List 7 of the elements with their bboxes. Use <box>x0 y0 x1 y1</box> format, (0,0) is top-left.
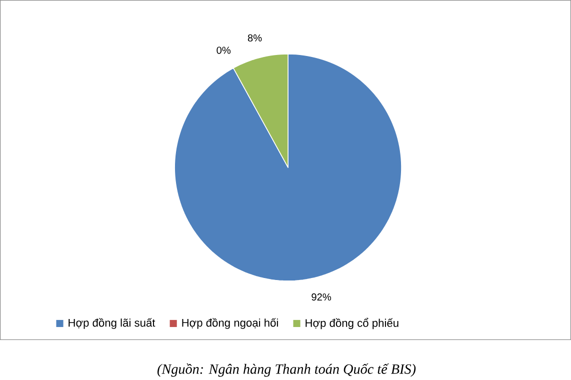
data-label: 92% <box>312 293 332 301</box>
data-label: 8% <box>248 34 262 42</box>
legend-label: Hợp đồng lãi suất <box>68 318 156 329</box>
text: (Nguồn: Ngân hàng Thanh toán Quốc tế BIS) <box>157 363 416 377</box>
text: 0% <box>216 46 231 54</box>
legend-label: Hợp đồng cổ phiếu <box>306 318 398 330</box>
legend-label: Hợp đồng ngoại hối <box>182 318 278 329</box>
